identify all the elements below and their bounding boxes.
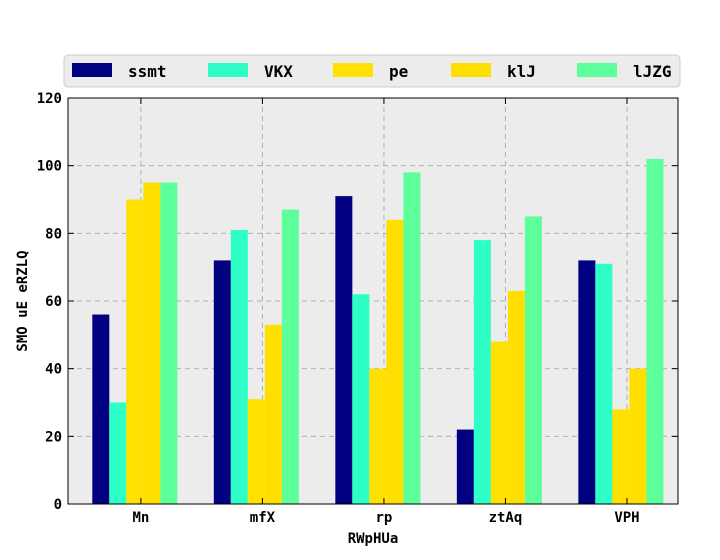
legend-swatch-klJ <box>451 63 491 77</box>
legend-label-klJ: klJ <box>507 62 536 81</box>
bar-klJ-Mn <box>143 183 160 504</box>
x-tick-label: ztAq <box>489 510 523 526</box>
bar-lJZG-ztAq <box>525 216 542 504</box>
y-tick-label: 120 <box>37 91 62 107</box>
bar-lJZG-mfX <box>282 210 299 504</box>
bar-VKX-rp <box>352 294 369 504</box>
x-tick-label: Mn <box>132 510 149 526</box>
bar-VKX-ztAq <box>474 240 491 504</box>
bar-pe-mfX <box>248 399 265 504</box>
bar-klJ-VPH <box>629 369 646 504</box>
x-tick-label: mfX <box>250 510 276 526</box>
bar-VKX-VPH <box>595 264 612 504</box>
bar-pe-VPH <box>612 409 629 504</box>
legend-swatch-pe <box>333 63 373 77</box>
bar-ssmt-mfX <box>214 260 231 504</box>
legend-label-VKX: VKX <box>264 62 293 81</box>
legend-label-pe: pe <box>389 62 408 81</box>
bar-ssmt-rp <box>335 196 352 504</box>
x-tick-label: VPH <box>614 510 639 526</box>
bar-ssmt-Mn <box>92 315 109 504</box>
bar-ssmt-ztAq <box>457 430 474 504</box>
bar-VKX-Mn <box>109 403 126 505</box>
bar-pe-rp <box>369 369 386 504</box>
legend: ssmt VKX pe klJ lJZG <box>64 55 680 87</box>
x-tick-label: rp <box>376 510 393 526</box>
y-tick-label: 80 <box>45 226 62 242</box>
bar-lJZG-rp <box>403 172 420 504</box>
y-tick-label: 60 <box>45 294 62 310</box>
y-tick-label: 0 <box>54 497 62 513</box>
bar-lJZG-Mn <box>160 183 177 504</box>
legend-swatch-VKX <box>208 63 248 77</box>
bar-klJ-mfX <box>265 325 282 504</box>
bar-lJZG-VPH <box>646 159 663 504</box>
legend-swatch-ssmt <box>72 63 112 77</box>
y-tick-label: 40 <box>45 362 62 378</box>
bar-klJ-ztAq <box>508 291 525 504</box>
bar-klJ-rp <box>386 220 403 504</box>
y-tick-label: 20 <box>45 429 62 445</box>
bar-VKX-mfX <box>231 230 248 504</box>
legend-label-ssmt: ssmt <box>128 62 167 81</box>
bar-ssmt-VPH <box>578 260 595 504</box>
legend-swatch-lJZG <box>577 63 617 77</box>
bar-pe-Mn <box>126 200 143 505</box>
y-axis-label: SMO uE eRZLQ <box>15 250 31 351</box>
legend-label-lJZG: lJZG <box>633 62 672 81</box>
bar-pe-ztAq <box>491 342 508 504</box>
x-axis-label: RWpHUa <box>348 531 399 547</box>
y-tick-label: 100 <box>37 159 62 175</box>
